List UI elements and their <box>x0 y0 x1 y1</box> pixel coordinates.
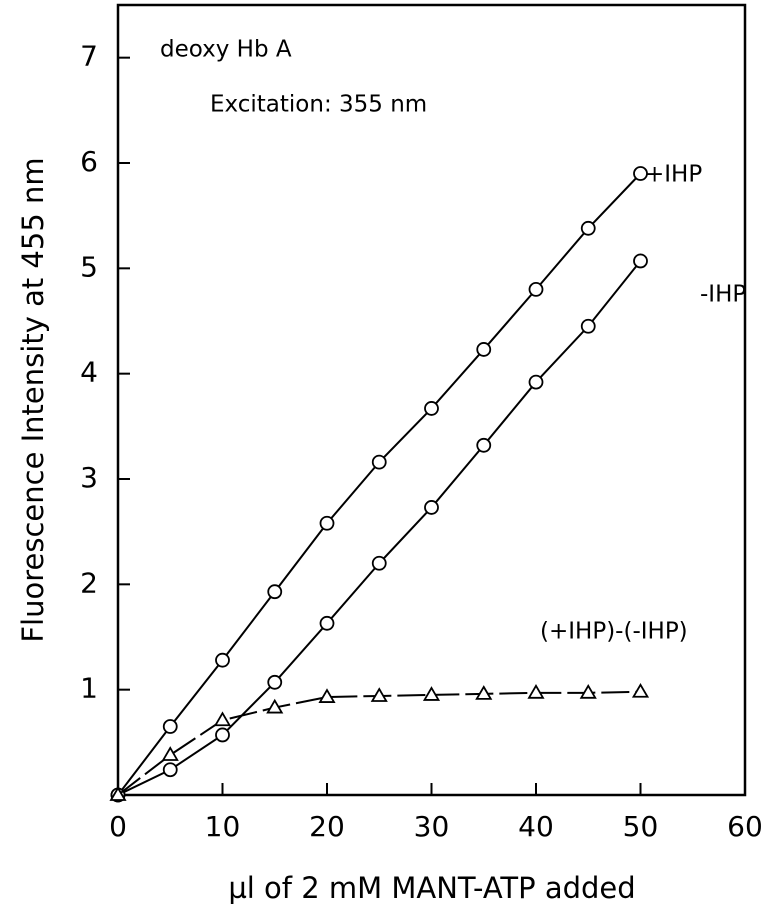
marker <box>424 500 439 515</box>
y-tick-label: 3 <box>80 461 98 494</box>
marker <box>475 685 493 700</box>
x-tick-label: 40 <box>518 810 554 843</box>
marker <box>476 342 492 357</box>
x-tick-label: 0 <box>109 810 127 843</box>
marker <box>109 786 127 801</box>
marker <box>266 698 284 714</box>
marker <box>319 515 335 531</box>
x-tick-label: 10 <box>205 810 241 843</box>
y-tick-label: 1 <box>80 672 98 705</box>
x-tick-label: 50 <box>623 810 659 843</box>
marker <box>633 166 648 181</box>
series-line <box>117 690 641 796</box>
x-tick-label: 60 <box>727 810 763 843</box>
x-axis-label: µl of 2 mM MANT-ATP added <box>228 871 635 905</box>
marker <box>631 682 650 698</box>
y-tick-label: 5 <box>80 250 98 283</box>
annotation: Excitation: 355 nm <box>210 92 427 118</box>
marker <box>528 374 544 390</box>
marker <box>267 584 283 600</box>
marker <box>370 687 388 702</box>
marker <box>527 684 545 699</box>
marker <box>580 318 596 334</box>
y-tick-label: 2 <box>80 566 98 599</box>
marker <box>371 454 387 470</box>
y-tick-label: 7 <box>80 40 98 73</box>
y-tick-label: 4 <box>80 356 98 389</box>
y-tick-label: 6 <box>80 145 98 178</box>
marker <box>424 401 439 416</box>
marker <box>580 220 596 236</box>
series-label: -IHP <box>700 282 746 308</box>
annotation: deoxy Hb A <box>160 37 292 63</box>
marker <box>633 253 648 269</box>
marker <box>267 674 283 690</box>
marker <box>215 652 230 668</box>
plot-frame <box>116 3 747 797</box>
y-axis-label: Fluorescence Intensity at 455 nm <box>16 157 50 642</box>
marker <box>528 281 544 297</box>
marker <box>422 686 441 701</box>
marker <box>579 684 597 699</box>
marker <box>162 719 178 734</box>
x-tick-label: 30 <box>414 810 450 843</box>
x-tick-label: 20 <box>309 810 345 843</box>
marker <box>213 711 232 727</box>
marker <box>162 762 178 778</box>
marker <box>215 727 230 743</box>
marker <box>476 437 492 453</box>
marker <box>318 688 336 703</box>
series-line <box>117 260 642 796</box>
series-label: +IHP <box>645 162 702 188</box>
marker <box>161 746 179 761</box>
series-label: (+IHP)-(-IHP) <box>540 619 688 645</box>
marker <box>319 615 335 631</box>
marker <box>371 555 387 571</box>
